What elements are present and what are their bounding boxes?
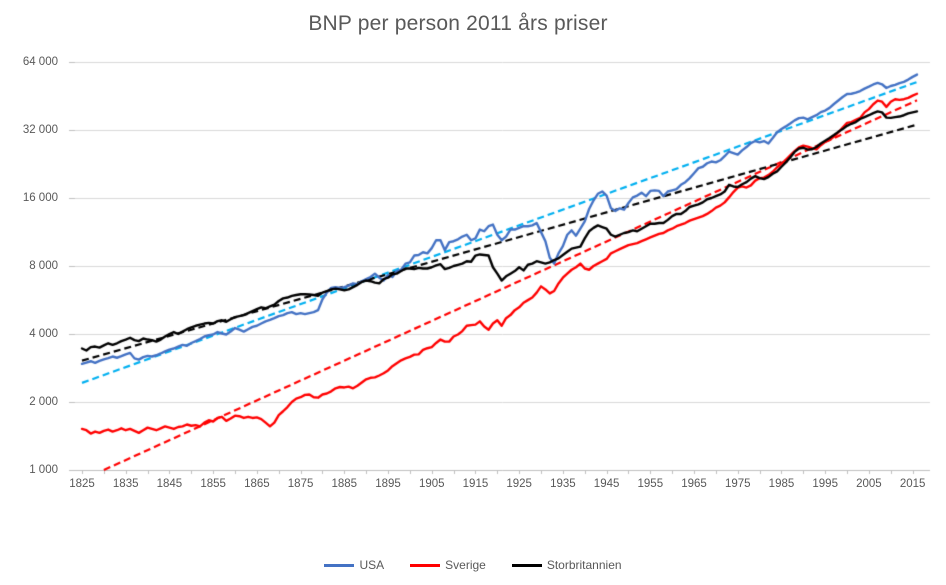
y-tick-label: 16 000 xyxy=(22,192,58,204)
x-tick-label: 1975 xyxy=(724,478,751,490)
x-tick-label: 1835 xyxy=(112,478,139,490)
legend: USA Sverige Storbritannien xyxy=(0,558,946,572)
y-tick-label: 32 000 xyxy=(22,124,58,136)
legend-item-storbritannien: Storbritannien xyxy=(511,558,622,572)
storbritannien-line-swatch-icon xyxy=(511,563,542,567)
x-tick-label: 1985 xyxy=(768,478,795,490)
x-tick-label: 1965 xyxy=(681,478,707,490)
x-tick-label: 1875 xyxy=(287,478,314,490)
x-tick-label: 1825 xyxy=(69,478,95,490)
x-tick-label: 1915 xyxy=(462,478,489,490)
usa-line-swatch-icon xyxy=(324,563,355,567)
x-tick-label: 1895 xyxy=(375,478,401,490)
chart-title: BNP per person 2011 års priser xyxy=(308,12,608,35)
x-tick-label: 1935 xyxy=(550,478,576,490)
legend-item-usa: USA xyxy=(324,558,384,572)
y-tick-label: 1 000 xyxy=(29,464,58,476)
sverige-line-swatch-icon xyxy=(410,563,441,567)
y-tick-label: 4 000 xyxy=(29,328,58,340)
x-tick-label: 1885 xyxy=(331,478,358,490)
x-tick-label: 2005 xyxy=(856,478,882,490)
x-tick-label: 1845 xyxy=(156,478,183,490)
x-tick-label: 1855 xyxy=(200,478,226,490)
x-tick-label: 2015 xyxy=(899,478,926,490)
legend-label-usa: USA xyxy=(359,558,385,572)
x-tick-label: 1865 xyxy=(244,478,270,490)
y-tick-label: 8 000 xyxy=(29,260,58,272)
x-tick-label: 1995 xyxy=(812,478,838,490)
legend-label-storbritannien: Storbritannien xyxy=(546,558,622,572)
legend-item-sverige: Sverige xyxy=(410,558,486,572)
x-tick-label: 1925 xyxy=(506,478,532,490)
x-tick-label: 1955 xyxy=(637,478,664,490)
x-tick-label: 1905 xyxy=(418,478,445,490)
legend-label-sverige: Sverige xyxy=(445,558,486,572)
x-tick-label: 1945 xyxy=(593,478,620,490)
y-tick-label: 2 000 xyxy=(29,396,58,408)
y-tick-label: 64 000 xyxy=(22,56,58,68)
